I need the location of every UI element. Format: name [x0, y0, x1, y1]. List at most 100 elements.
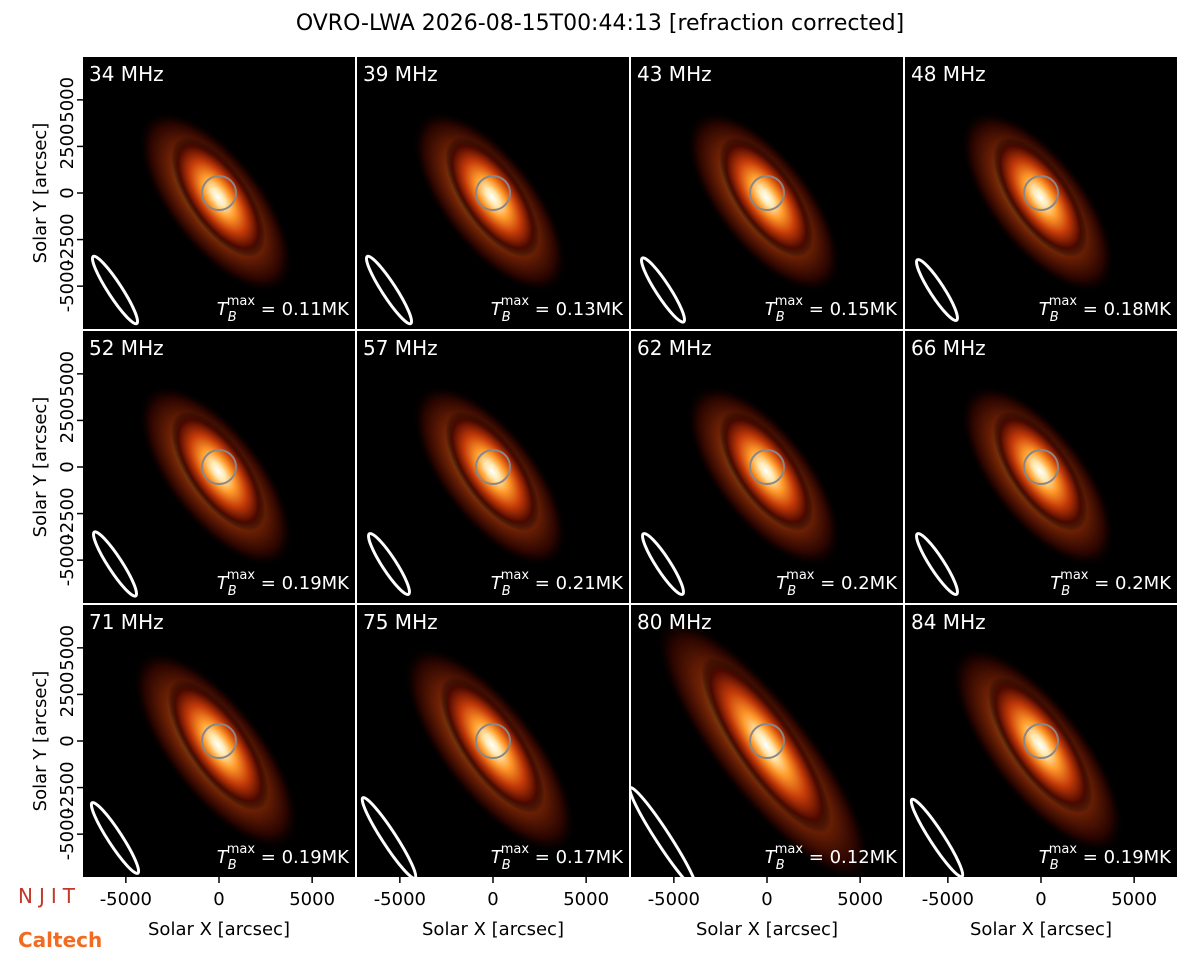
tb-sup: max	[227, 294, 256, 309]
x-tick-label: -5000	[648, 889, 700, 910]
tb-symbol: T	[491, 573, 504, 594]
tb-value: 0.19MK	[1104, 847, 1173, 868]
x-axis-label: Solar X [arcsec]	[696, 919, 838, 940]
panel: 52 MHz TBmax = 0.19MK	[83, 331, 355, 603]
tb-symbol: T	[765, 299, 778, 320]
tb-value: 0.12MK	[830, 847, 899, 868]
y-tick-label: -2500	[57, 761, 78, 813]
beam	[90, 254, 140, 326]
panel: 43 MHz TBmax = 0.15MK	[631, 57, 903, 329]
tb-eq: =	[1077, 847, 1104, 868]
freq-label: 66 MHz	[911, 336, 986, 360]
tb-value: 0.19MK	[282, 573, 351, 594]
tb-sub: B	[502, 310, 511, 325]
tb-sup: max	[227, 842, 256, 857]
tb-max-label: TBmax = 0.2MK	[1050, 568, 1172, 599]
tb-symbol: T	[776, 573, 789, 594]
y-tick-label: -5000	[57, 808, 78, 860]
x-tick-label: -5000	[374, 889, 426, 910]
y-tick-label: 5000	[57, 351, 78, 397]
freq-label: 80 MHz	[637, 610, 712, 634]
tb-sub: B	[1050, 858, 1059, 873]
emission	[701, 657, 832, 833]
tb-sub: B	[502, 584, 511, 599]
panel: 39 MHz TBmax = 0.13MK	[357, 57, 629, 329]
y-tick-label: 0	[57, 735, 78, 746]
beam	[364, 254, 414, 326]
tb-sup: max	[227, 568, 256, 583]
y-tick-label: -5000	[57, 260, 78, 312]
tb-max-label: TBmax = 0.21MK	[491, 568, 624, 599]
freq-label: 75 MHz	[363, 610, 438, 634]
tb-value: 0.21MK	[556, 573, 625, 594]
y-tick-label: 2500	[57, 124, 78, 170]
emission	[171, 411, 266, 532]
y-tick-label: 5000	[57, 625, 78, 671]
tb-max-label: TBmax = 0.19MK	[1039, 842, 1172, 873]
x-axis-label: Solar X [arcsec]	[970, 919, 1112, 940]
tb-max-label: TBmax = 0.19MK	[217, 568, 350, 599]
freq-label: 52 MHz	[89, 336, 164, 360]
x-tick-label: 0	[487, 889, 498, 910]
tb-eq: =	[255, 573, 282, 594]
x-tick-label: 0	[1035, 889, 1046, 910]
tb-symbol: T	[491, 847, 504, 868]
tb-sub: B	[776, 858, 785, 873]
emission	[171, 137, 266, 258]
beam	[631, 786, 698, 877]
tb-sup: max	[501, 568, 530, 583]
tb-symbol: T	[1050, 573, 1063, 594]
solar-disk	[749, 175, 785, 211]
y-tick-label: 0	[57, 187, 78, 198]
solar-disk	[475, 723, 511, 759]
tb-symbol: T	[1039, 847, 1052, 868]
tb-sup: max	[1049, 294, 1078, 309]
tb-sup: max	[501, 294, 530, 309]
tb-eq: =	[1077, 299, 1104, 320]
beam	[367, 532, 411, 596]
beam	[641, 532, 685, 596]
tb-eq: =	[803, 847, 830, 868]
tb-symbol: T	[765, 847, 778, 868]
tb-value: 0.19MK	[282, 847, 351, 868]
y-tick-label: -2500	[57, 213, 78, 265]
tb-max-label: TBmax = 0.13MK	[491, 294, 624, 325]
tb-max-label: TBmax = 0.15MK	[765, 294, 898, 325]
tb-value: 0.13MK	[556, 299, 625, 320]
solar-disk	[1023, 175, 1059, 211]
x-tick-label: 5000	[837, 889, 883, 910]
emission	[993, 411, 1088, 532]
y-tick-label: 2500	[57, 398, 78, 444]
panel: 75 MHz TBmax = 0.17MK	[357, 605, 629, 877]
beam	[89, 801, 141, 875]
tb-value: 0.11MK	[282, 299, 351, 320]
tb-max-label: TBmax = 0.12MK	[765, 842, 898, 873]
panel: 48 MHz TBmax = 0.18MK	[905, 57, 1177, 329]
y-tick-label: -5000	[57, 534, 78, 586]
tb-sub: B	[1050, 310, 1059, 325]
tb-sup: max	[1060, 568, 1089, 583]
tb-eq: =	[529, 847, 556, 868]
freq-label: 71 MHz	[89, 610, 164, 634]
x-tick-label: -5000	[922, 889, 974, 910]
solar-disk	[749, 723, 785, 759]
panel: 34 MHz TBmax = 0.11MK	[83, 57, 355, 329]
chart-title: OVRO-LWA 2026-08-15T00:44:13 [refraction…	[296, 11, 904, 36]
tb-max-label: TBmax = 0.11MK	[217, 294, 350, 325]
tb-value: 0.15MK	[830, 299, 899, 320]
emission	[439, 677, 545, 814]
tb-sub: B	[502, 858, 511, 873]
image	[89, 650, 300, 875]
tb-symbol: T	[491, 299, 504, 320]
image	[364, 110, 568, 326]
tb-value: 0.2MK	[1115, 573, 1172, 594]
panel: 66 MHz TBmax = 0.2MK	[905, 331, 1177, 603]
tb-symbol: T	[217, 573, 230, 594]
logo-njit: NJIT	[18, 884, 81, 908]
tb-sub: B	[787, 584, 796, 599]
tb-symbol: T	[1039, 299, 1052, 320]
image	[915, 384, 1116, 596]
emission	[987, 677, 1093, 814]
y-tick-label: 5000	[57, 77, 78, 123]
image	[360, 645, 577, 877]
